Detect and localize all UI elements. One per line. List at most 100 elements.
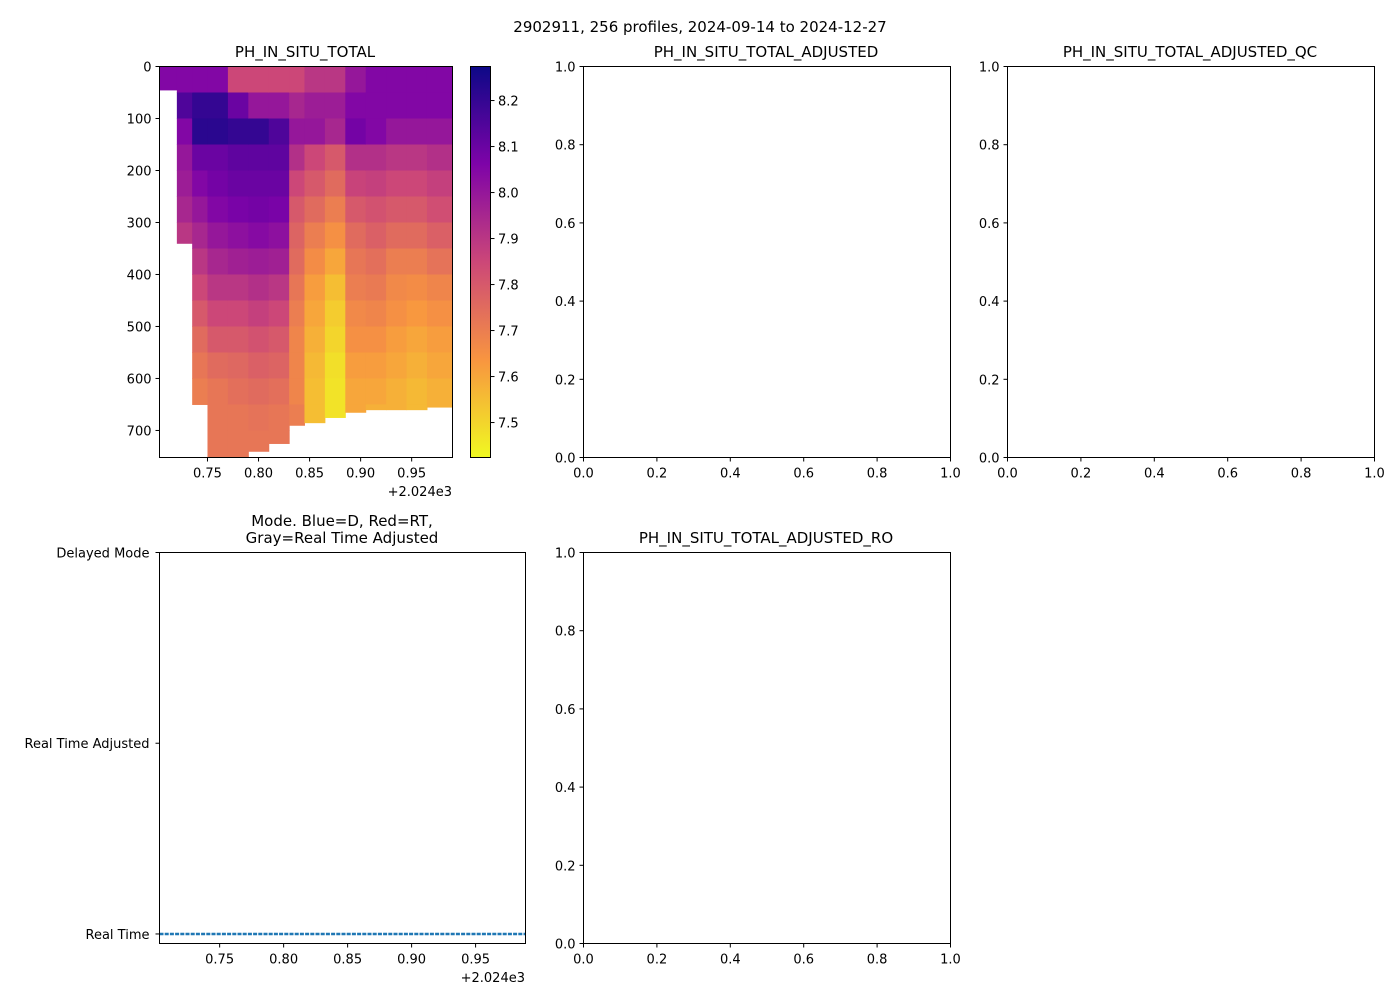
- heatmap-cell: [207, 66, 229, 93]
- heatmap-cell: [289, 274, 305, 301]
- heatmap-cell: [192, 144, 208, 171]
- heatmap-cell: [345, 378, 367, 405]
- heatmap-cell: [365, 300, 387, 327]
- heatmap-cell: [304, 352, 326, 379]
- heatmap-cell: [324, 196, 346, 223]
- colorbar-tick-label: 8.1: [498, 141, 519, 156]
- heatmap-cell: [159, 66, 178, 91]
- heatmap-cell: [227, 430, 249, 457]
- heatmap-cell: [426, 66, 453, 93]
- heatmap-cell: [227, 170, 249, 197]
- mode-x-offset: +2.024e3: [461, 971, 525, 986]
- heatmap-cell: [248, 352, 270, 379]
- heatmap-cell: [176, 170, 193, 197]
- heatmap-cell: [365, 170, 387, 197]
- heatmap-cell: [406, 352, 428, 379]
- heatmap-cell: [324, 118, 346, 145]
- heatmap-cell: [386, 300, 408, 327]
- colorbar-ticks: 7.5 7.6 7.7 7.8 7.9 8.0 8.1 8.2: [490, 95, 519, 432]
- heatmap-cell: [426, 196, 453, 223]
- heatmap-cell: [227, 300, 249, 327]
- heatmap-cell: [365, 118, 387, 145]
- heatmap-cell: [268, 144, 290, 171]
- heatmap-cell: [304, 274, 326, 301]
- heatmap-cell: [345, 352, 367, 379]
- heatmap-cell: [192, 196, 208, 223]
- heatmap-cell: [207, 430, 229, 457]
- heatmap-cell: [304, 66, 326, 93]
- heatmap-cell: [227, 66, 249, 93]
- heatmap-cell: [304, 222, 326, 249]
- heatmap-cell: [268, 274, 290, 301]
- heatmap-cell: [289, 378, 305, 405]
- heatmap-cell: [324, 326, 346, 353]
- y-tick-label: 300: [127, 216, 152, 231]
- heatmap-cell: [324, 92, 346, 119]
- x-tick-label: 0.80: [244, 467, 273, 482]
- y-tick-label: 500: [127, 320, 152, 335]
- x-tick-label: 0.2: [1071, 467, 1092, 482]
- heatmap-cell: [406, 222, 428, 249]
- y-tick-label: 0.0: [555, 452, 576, 467]
- y-tick-label: 0.6: [979, 217, 1000, 232]
- y-tick-label: 0.6: [555, 217, 576, 232]
- heatmap-cell: [365, 196, 387, 223]
- x-tick-label: 0.0: [573, 467, 594, 482]
- heatmap-cell: [386, 170, 408, 197]
- y-tick-label: 0.2: [979, 373, 1000, 388]
- heatmap-axes: [159, 66, 453, 458]
- heatmap-cell: [304, 326, 326, 353]
- heatmap-cell: [268, 352, 290, 379]
- heatmap-cell: [289, 92, 305, 119]
- heatmap-cell: [426, 274, 453, 301]
- heatmap-cell: [345, 326, 367, 353]
- heatmap-cell: [289, 66, 305, 93]
- heatmap-cell: [289, 196, 305, 223]
- heatmap-cell: [227, 248, 249, 275]
- heatmap-cell: [386, 222, 408, 249]
- heatmap-cell: [227, 118, 249, 145]
- heatmap-cell: [268, 248, 290, 275]
- heatmap-cell: [426, 222, 453, 249]
- heatmap-cell: [365, 274, 387, 301]
- y-tick-label: 0.6: [555, 703, 576, 718]
- heatmap-cell: [248, 430, 270, 452]
- heatmap-cell: [406, 92, 428, 119]
- heatmap-cell: [426, 352, 453, 379]
- heatmap-cell: [227, 92, 249, 119]
- adjusted-ro-title: PH_IN_SITU_TOTAL_ADJUSTED_RO: [639, 529, 893, 548]
- heatmap-cell: [192, 170, 208, 197]
- heatmap-cell: [207, 378, 229, 405]
- heatmap-cell: [248, 326, 270, 353]
- heatmap-cell: [386, 378, 408, 405]
- heatmap-cell: [365, 66, 387, 93]
- x-tick-label: 0.8: [867, 467, 888, 482]
- colorbar-tick-label: 7.5: [498, 417, 519, 432]
- heatmap-cell: [345, 170, 367, 197]
- heatmap-cell: [386, 404, 408, 411]
- heatmap-cell: [324, 170, 346, 197]
- heatmap-cell: [192, 222, 208, 249]
- heatmap-cell: [304, 404, 326, 424]
- heatmap-cell: [426, 118, 453, 145]
- heatmap-cell: [365, 326, 387, 353]
- heatmap-cell: [248, 300, 270, 327]
- heatmap-cell: [365, 248, 387, 275]
- heatmap-cell: [426, 326, 453, 353]
- heatmap-cell: [248, 378, 270, 405]
- mode-axes: [159, 552, 526, 944]
- adjusted-ro-axes: [583, 552, 951, 944]
- heatmap-cell: [426, 248, 453, 275]
- heatmap-cell: [268, 118, 290, 145]
- heatmap-cell: [345, 274, 367, 301]
- heatmap-cell: [324, 404, 346, 418]
- y-tick-label: 700: [127, 424, 152, 439]
- colorbar-tick-label: 7.8: [498, 279, 519, 294]
- heatmap-cell: [406, 66, 428, 93]
- x-tick-label: 0.90: [346, 467, 375, 482]
- heatmap-cell: [406, 274, 428, 301]
- heatmap-cell: [406, 144, 428, 171]
- heatmap-cell: [406, 118, 428, 145]
- adjusted-axes: [583, 66, 951, 458]
- heatmap-cell: [324, 378, 346, 405]
